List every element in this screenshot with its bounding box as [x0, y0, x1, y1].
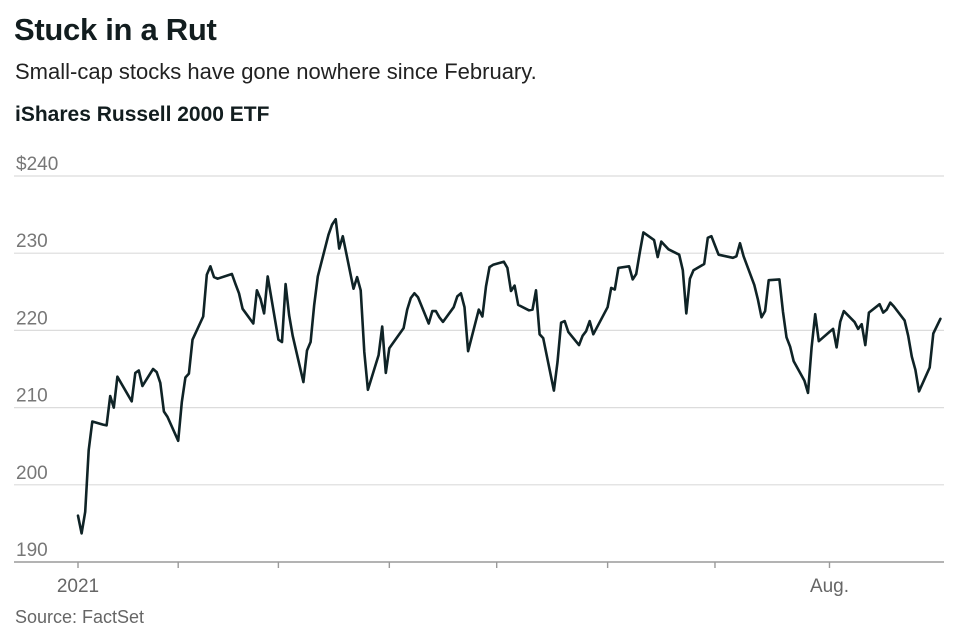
y-tick-label: $240: [16, 154, 58, 175]
y-tick-label: 190: [16, 540, 48, 561]
series-line: [76, 217, 942, 535]
y-tick-label: 220: [16, 308, 48, 329]
series-points: [77, 219, 941, 534]
x-tick-label: 2021: [57, 576, 99, 597]
series-title: iShares Russell 2000 ETF: [15, 103, 270, 126]
source-note: Source: FactSet: [15, 607, 145, 627]
chart-title: Stuck in a Rut: [14, 12, 217, 47]
y-tick-label: 200: [16, 463, 48, 484]
series-layer: [76, 217, 942, 535]
chart-subtitle: Small-cap stocks have gone nowhere since…: [15, 59, 537, 84]
x-axis: [14, 561, 944, 568]
y-tick-label: 210: [16, 386, 48, 407]
y-tick-label: 230: [16, 231, 48, 252]
grid-layer: [14, 175, 944, 486]
y-axis-labels: 190 200 210 220 230 $240: [16, 154, 58, 561]
x-axis-labels: 2021 Aug.: [57, 576, 849, 597]
x-tick-label: Aug.: [810, 576, 849, 597]
